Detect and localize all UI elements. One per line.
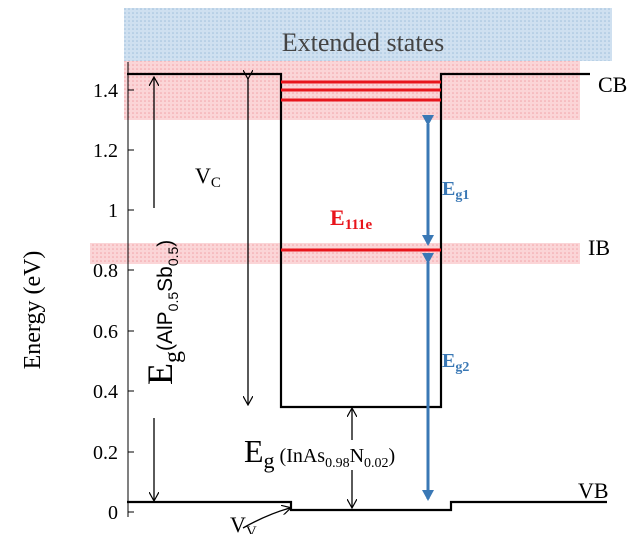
well-bandgap-label: Eg (InAs0.98N0.02) [244, 433, 395, 473]
y-axis-ticks [128, 89, 134, 513]
vb-label: VB [578, 478, 609, 503]
svg-text:Eg(AlP0.5Sb0.5): Eg(AlP0.5Sb0.5) [140, 240, 186, 385]
cb-label: CB [598, 72, 627, 97]
y-tick-label: 1.2 [93, 140, 118, 162]
y-tick-label: 0.6 [93, 321, 118, 343]
y-tick-label: 0.4 [93, 381, 118, 403]
y-tick-label: 1.4 [93, 80, 118, 102]
e111e-label: E111e [330, 205, 373, 233]
vc-label: VC [195, 163, 221, 191]
y-tick-label: 0.2 [93, 442, 118, 464]
extended-states-label: Extended states [282, 28, 444, 57]
barrier-bandgap-label: Eg(AlP0.5Sb0.5) [140, 240, 186, 385]
conduction-band-profile [127, 72, 590, 409]
extended-states-region [124, 8, 612, 61]
y-axis-title: Energy (eV) [20, 251, 46, 370]
eg2-label: Eg2 [442, 350, 469, 375]
vv-arrow [242, 508, 290, 529]
eg1-label: Eg1 [442, 178, 469, 203]
vv-label: VV [230, 512, 257, 534]
ib-label: IB [588, 235, 610, 260]
confined-cb-levels [281, 80, 441, 102]
ib-shaded-band [90, 243, 580, 264]
valence-band-profile [127, 500, 607, 512]
y-tick-labels: 0 0.2 0.4 0.6 0.8 1 1.2 1.4 [93, 80, 118, 524]
y-tick-label: 0.8 [93, 260, 118, 282]
y-tick-label: 1 [108, 200, 118, 222]
y-tick-label: 0 [108, 502, 118, 524]
